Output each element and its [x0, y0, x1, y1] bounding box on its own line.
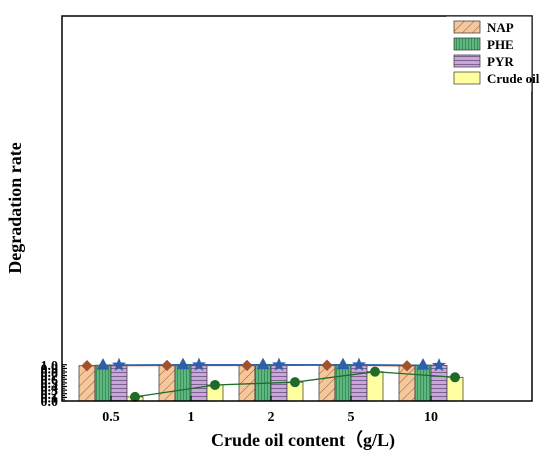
marker-phe-1 [176, 357, 190, 370]
marker-phe-2 [256, 357, 270, 370]
y-tick-label-0.9: 0.9 [41, 362, 59, 377]
marker-nap-10 [401, 360, 413, 372]
plot-frame [61, 15, 533, 402]
legend-label-phe: PHE [487, 37, 514, 52]
y-tick-label-0.0: 0.0 [41, 395, 59, 410]
x-tick-label-10: 10 [424, 410, 438, 425]
marker-phe-0.5 [96, 358, 110, 370]
y-tick-label-0.8: 0.8 [41, 366, 59, 381]
bar-pyr-1 [190, 364, 208, 402]
marker-pyr-1 [191, 357, 207, 371]
legend-swatch-crude-oil [453, 71, 481, 85]
x-tick-label-0.5: 0.5 [102, 410, 120, 425]
x-axis-ticks: 0.5 1 2 5 10 [102, 396, 438, 425]
x-tick-label-5: 5 [348, 410, 355, 425]
bar-phe-0.5 [94, 364, 112, 402]
marker-phe-10 [416, 358, 430, 370]
y-tick-label-0.7: 0.7 [41, 370, 59, 385]
legend-label-nap: NAP [487, 20, 514, 35]
bar-phe-1 [174, 364, 192, 402]
markers [81, 357, 460, 402]
y-tick-label-0.1: 0.1 [41, 391, 59, 406]
legend-swatch-phe [453, 37, 481, 51]
bar-phe-10 [414, 364, 432, 402]
marker-crude-oil-0.5 [130, 391, 140, 402]
y-tick-label-0.5: 0.5 [41, 377, 59, 392]
y-tick-label-1.0: 1.0 [41, 359, 59, 374]
bars [78, 364, 464, 402]
x-tick-label-1: 1 [188, 410, 195, 425]
marker-pyr-10 [431, 357, 447, 372]
y-tick-label-0.2: 0.2 [41, 388, 59, 403]
x-tick-label-2: 2 [268, 410, 275, 425]
marker-crude-oil-5 [370, 366, 380, 377]
marker-nap-5 [321, 359, 333, 371]
marker-crude-oil-1 [210, 379, 220, 390]
marker-crude-oil-10 [450, 372, 460, 383]
y-tick-label-0.6: 0.6 [41, 373, 59, 388]
legend-label-crude-oil: Crude oil [487, 71, 540, 86]
bar-pyr-0.5 [110, 364, 128, 402]
marker-nap-0.5 [81, 359, 93, 372]
bar-phe-5 [334, 364, 352, 402]
marker-crude-oil-2 [290, 377, 300, 388]
legend-swatch-pyr [453, 54, 481, 68]
marker-pyr-5 [351, 357, 367, 371]
marker-nap-2 [241, 359, 253, 372]
bar-pyr-10 [430, 364, 448, 402]
marker-nap-1 [161, 359, 173, 372]
legend-label-pyr: PYR [487, 54, 514, 69]
y-tick-label-0.4: 0.4 [41, 381, 59, 396]
legend: NAP PHE PYR Crude oil [446, 16, 540, 92]
bar-pyr-5 [350, 364, 368, 402]
y-axis-ticks: 0.00.10.20.30.40.50.60.70.80.91.0 [41, 359, 67, 410]
marker-phe-5 [336, 357, 350, 370]
x-axis-title: Crude oil content（g/L) [211, 430, 395, 451]
legend-swatch-nap [453, 20, 481, 34]
marker-pyr-2 [271, 357, 287, 371]
y-tick-label-0.3: 0.3 [41, 384, 59, 399]
y-axis-title: Degradation rate [5, 142, 25, 273]
marker-pyr-0.5 [111, 357, 127, 371]
